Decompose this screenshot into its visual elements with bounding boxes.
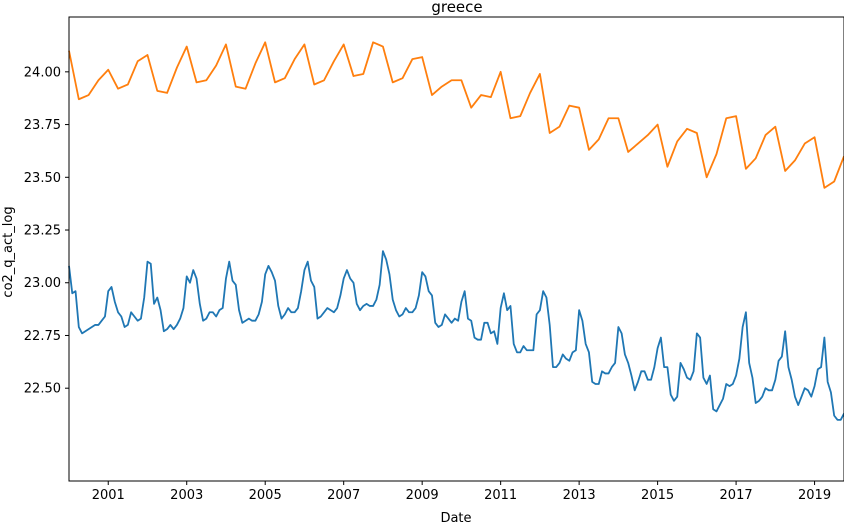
y-tick-label: 23.75 [24,118,61,133]
y-tick-label: 23.50 [24,171,61,186]
series-line-2 [68,41,844,189]
x-tick-label: 2019 [798,488,831,503]
y-tick-label: 23.25 [24,224,61,239]
x-axis: 2001 2003 2005 2007 2009 2011 2013 2015 2017 2019 [92,481,831,503]
x-tick-label: 2005 [249,488,282,503]
x-tick-label: 2003 [170,488,203,503]
y-axis-label: co2_q_act_log [1,206,16,297]
series-line-1 [68,250,844,421]
chart-title: greece [431,0,482,16]
y-axis: 22.50 22.75 23.00 23.25 23.50 23.75 24.00 [24,65,69,397]
x-axis-label: Date [440,511,471,525]
y-tick-label: 24.00 [24,65,61,80]
y-tick-label: 22.75 [24,329,61,344]
x-tick-label: 2007 [327,488,360,503]
y-tick-label: 22.50 [24,382,61,397]
plot-frame [68,16,844,482]
plot-area [68,41,844,421]
x-tick-label: 2009 [406,488,439,503]
x-tick-label: 2013 [563,488,596,503]
x-tick-label: 2017 [720,488,753,503]
x-tick-label: 2011 [484,488,517,503]
y-tick-label: 23.00 [24,276,61,291]
x-tick-label: 2001 [92,488,125,503]
x-tick-label: 2015 [641,488,674,503]
